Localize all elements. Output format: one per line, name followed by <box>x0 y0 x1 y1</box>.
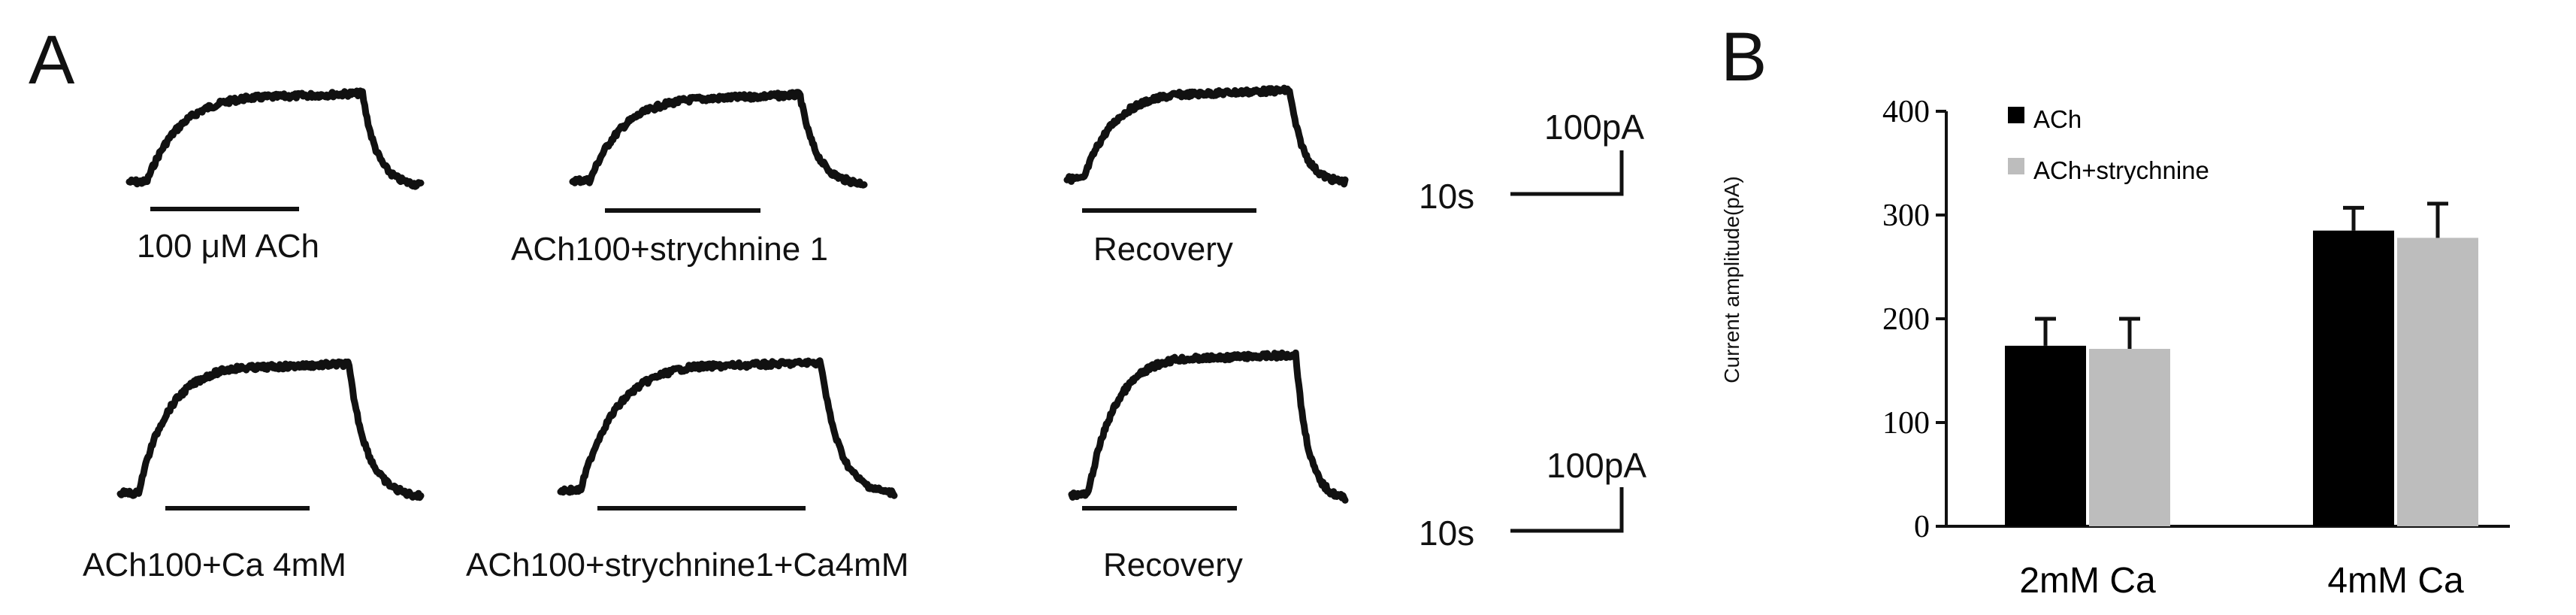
y-tick-label: 300 <box>1882 198 1930 233</box>
panel-a-traces <box>116 84 1624 533</box>
scale-bar-bottom <box>1510 487 1624 533</box>
y-tick-label: 100 <box>1882 406 1930 441</box>
trace-label-recovery-1: Recovery <box>1093 231 1233 268</box>
bar-ach-0 <box>2005 345 2086 526</box>
x-category-label: 2mM Ca <box>2019 561 2156 601</box>
legend-swatch <box>2008 107 2024 123</box>
trace-calcium <box>116 358 425 501</box>
trace-label-acetylcholine: 100 μM ACh <box>137 228 320 265</box>
error-bar <box>2343 205 2364 231</box>
trace-strychnine <box>569 89 868 189</box>
scale-time-bottom: 10s <box>1419 514 1475 553</box>
y-tick-label: 200 <box>1882 302 1930 337</box>
bar-ach-1 <box>2313 230 2394 526</box>
error-bar <box>2035 317 2056 346</box>
trace-recovery-2 <box>1068 349 1349 504</box>
legend-label: ACh+strychnine <box>2033 156 2209 184</box>
trace-acetylcholine <box>125 87 425 190</box>
trace-label-strychnine: ACh100+strychnine 1 <box>511 231 828 268</box>
x-category-label: 4mM Ca <box>2327 561 2464 601</box>
legend-label: ACh <box>2033 105 2082 133</box>
scale-bar-top <box>1510 150 1624 196</box>
scale-current-top: 100pA <box>1544 108 1645 147</box>
legend-swatch <box>2008 158 2024 174</box>
panel-a-letter: A <box>29 22 75 98</box>
trace-label-recovery-2: Recovery <box>1103 547 1243 583</box>
y-tick-label: 400 <box>1882 95 1930 129</box>
trace-recovery-1 <box>1063 84 1349 188</box>
bar-ach-strychnine-0 <box>2089 349 2170 526</box>
scale-current-bottom: 100pA <box>1547 446 1647 485</box>
panel-b-letter: B <box>1721 19 1767 95</box>
trace-strychnine-calcium <box>557 357 898 499</box>
error-bar <box>2119 317 2140 350</box>
trace-label-strychnine-calcium: ACh100+strychnine1+Ca4mM <box>466 547 909 583</box>
y-tick-label: 0 <box>1914 510 1930 544</box>
error-bar <box>2427 201 2448 238</box>
bar-chart: 0 100 200 300 400 2mM Ca 4mM Ca ACh ACh+strychn… <box>1882 95 2510 601</box>
trace-label-calcium: ACh100+Ca 4mM <box>83 547 346 583</box>
bar-ach-strychnine-1 <box>2397 238 2478 526</box>
scale-time-top: 10s <box>1419 177 1475 216</box>
